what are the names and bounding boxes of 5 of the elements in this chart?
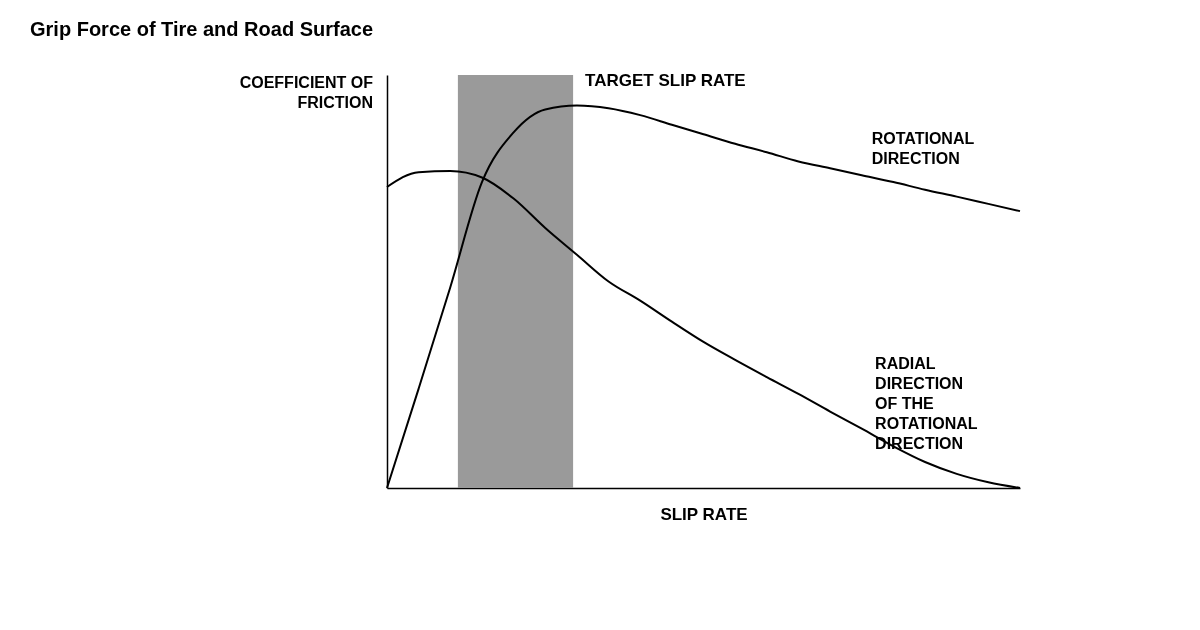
text: TARGET SLIP RATE	[585, 71, 746, 90]
series-label: ROTATIONAL DIRECTION	[871, 130, 975, 168]
x-axis-title: SLIP RATE	[660, 504, 748, 524]
text: Grip Force of Tire and Road Surface	[30, 18, 374, 41]
y-axis-title: COEFFICIENT OF FRICTION	[239, 74, 374, 111]
